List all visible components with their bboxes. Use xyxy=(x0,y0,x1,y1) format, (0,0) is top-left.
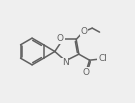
Text: O: O xyxy=(80,27,87,36)
Text: O: O xyxy=(57,34,64,43)
Text: Cl: Cl xyxy=(98,54,107,63)
Text: N: N xyxy=(62,58,69,67)
Text: O: O xyxy=(83,68,90,77)
